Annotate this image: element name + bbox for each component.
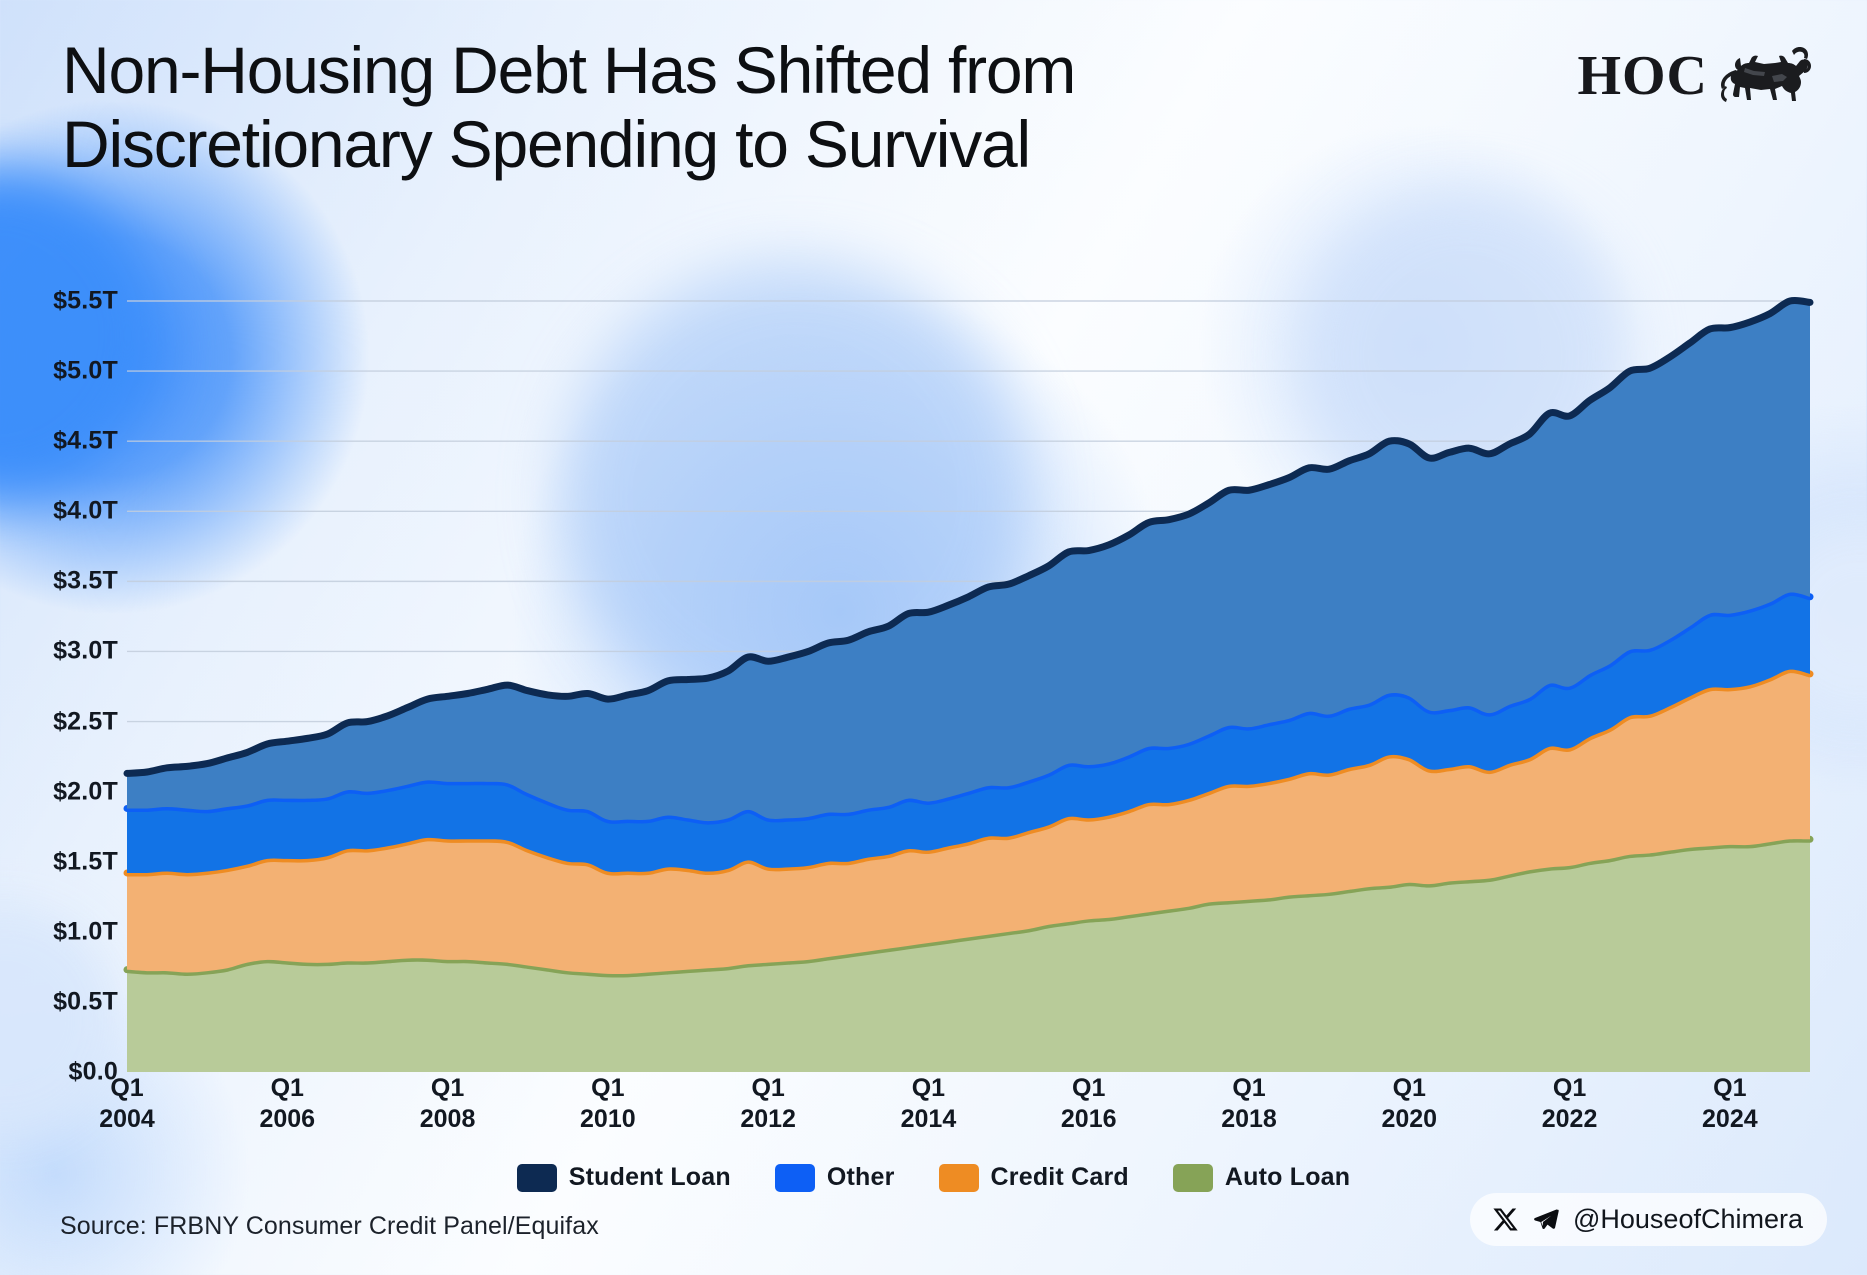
- legend-swatch: [774, 1163, 815, 1192]
- area-band-auto-loan: [127, 839, 1810, 1072]
- lion-icon: [1721, 47, 1811, 102]
- area-band-student-loan: [127, 300, 1810, 822]
- x-axis: Q1 2004 Q1 2006 Q1 2008 Q1 2010 Q1 2012 Q1 2014 Q1 20…: [0, 1073, 1867, 1143]
- y-axis-tick-label: $1.0T: [53, 917, 118, 946]
- y-axis: $0.0 $0.5T $1.0T $1.5T $2.0T $2.5T $3.0T $3.5T $…: [0, 230, 118, 1130]
- x-axis-tick-label: Q1 2020: [1381, 1074, 1438, 1134]
- y-axis-tick-label: $5.0T: [53, 356, 118, 385]
- legend-label: Auto Loan: [1224, 1163, 1351, 1191]
- y-axis-tick-label: $0.5T: [53, 987, 118, 1016]
- legend-item-other[interactable]: Other: [774, 1163, 895, 1192]
- x-axis-tick-label: Q1 2010: [580, 1074, 636, 1134]
- legend-item-student-loan[interactable]: Student Loan: [516, 1163, 731, 1192]
- legend-label: Student Loan: [568, 1163, 731, 1191]
- source-note: Source: FRBNY Consumer Credit Panel/Equi…: [60, 1212, 599, 1240]
- page-title: Non-Housing Debt Has Shifted from Discre…: [62, 33, 1076, 181]
- legend-label: Credit Card: [990, 1163, 1129, 1191]
- x-axis-tick-label: Q1 2024: [1702, 1074, 1758, 1134]
- area-band-credit-card: [127, 669, 1810, 975]
- legend-swatch: [516, 1163, 557, 1192]
- brand-wordmark: HOC: [1577, 45, 1708, 107]
- y-axis-tick-label: $1.5T: [53, 847, 118, 876]
- x-axis-tick-label: Q1 2004: [99, 1074, 155, 1134]
- legend-item-credit-card[interactable]: Credit Card: [938, 1163, 1129, 1192]
- legend-swatch: [1172, 1163, 1213, 1192]
- chart-legend: Student Loan Other Credit Card Auto Loan: [0, 1163, 1867, 1192]
- y-axis-tick-label: $5.5T: [53, 286, 118, 315]
- chart-area: $0.0 $0.5T $1.0T $1.5T $2.0T $2.5T $3.0T $3.5T $…: [0, 230, 1867, 1130]
- legend-label: Other: [826, 1163, 895, 1191]
- x-axis-tick-label: Q1 2018: [1221, 1074, 1277, 1134]
- y-axis-tick-label: $2.5T: [53, 707, 118, 736]
- x-axis-tick-label: Q1 2006: [259, 1074, 316, 1134]
- legend-swatch: [938, 1163, 979, 1192]
- x-axis-tick-label: Q1 2008: [419, 1074, 476, 1134]
- x-axis-tick-label: Q1 2012: [740, 1074, 796, 1134]
- y-axis-tick-label: $0.0: [68, 1057, 118, 1086]
- telegram-icon[interactable]: [1532, 1206, 1560, 1234]
- y-axis-tick-label: $4.5T: [53, 426, 118, 455]
- social-badge[interactable]: @HouseofChimera: [1469, 1193, 1827, 1246]
- social-handle: @HouseofChimera: [1572, 1204, 1803, 1234]
- header: Non-Housing Debt Has Shifted from Discre…: [0, 0, 1867, 230]
- area-line-credit-card: [123, 666, 1814, 877]
- y-axis-tick-label: $3.5T: [53, 566, 118, 595]
- x-twitter-icon[interactable]: [1492, 1206, 1519, 1233]
- x-axis-tick-label: Q1 2014: [900, 1074, 957, 1134]
- y-axis-tick-label: $3.0T: [53, 636, 118, 665]
- stacked-area-plot: [123, 296, 1814, 1072]
- brand-logo: HOC: [1577, 42, 1820, 110]
- legend-item-auto-loan[interactable]: Auto Loan: [1172, 1163, 1351, 1192]
- x-axis-tick-label: Q1 2022: [1541, 1074, 1598, 1134]
- x-axis-tick-label: Q1 2016: [1060, 1074, 1117, 1134]
- y-axis-tick-label: $2.0T: [53, 777, 118, 806]
- area-line-student-loan: [123, 296, 1814, 777]
- y-axis-tick-label: $4.0T: [53, 496, 118, 525]
